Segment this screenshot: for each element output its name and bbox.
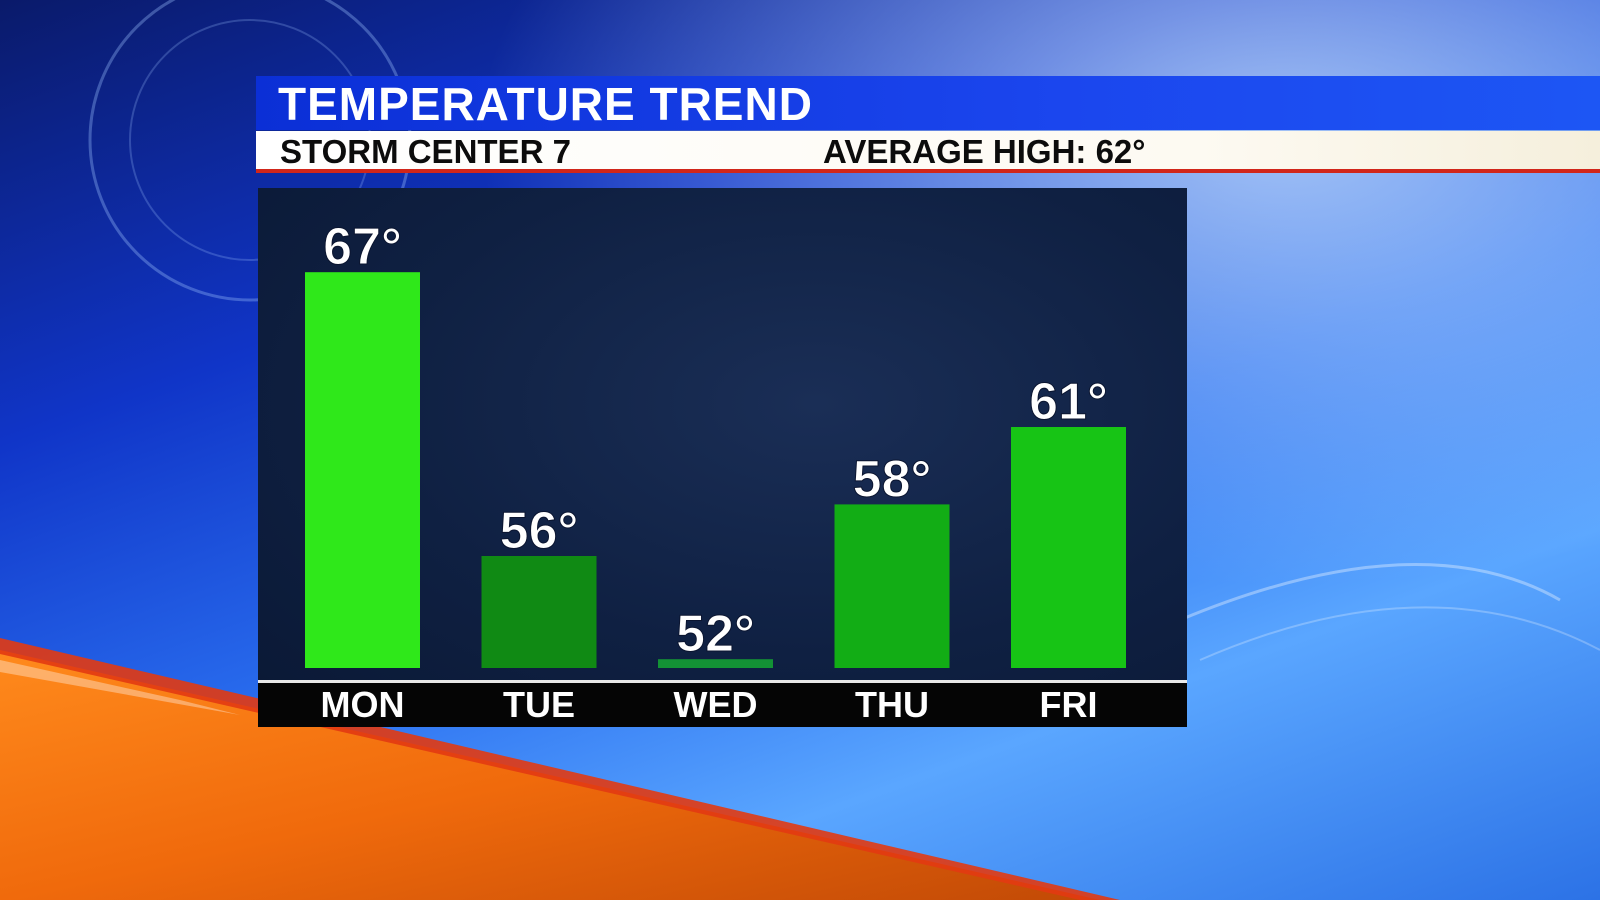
value-label-mon: 67° (323, 218, 402, 276)
day-label-strip (258, 680, 1187, 727)
bar-tue (481, 556, 597, 668)
average-high: AVERAGE HIGH: 62° (823, 133, 1146, 170)
value-label-wed: 52° (676, 605, 755, 663)
day-labels: MON TUE WED THU FRI (321, 684, 1098, 725)
day-label-tue: TUE (503, 684, 575, 725)
day-label-mon: MON (321, 684, 405, 725)
day-label-wed: WED (674, 684, 758, 725)
chart-title: TEMPERATURE TREND (278, 78, 813, 130)
station-name: STORM CENTER 7 (280, 133, 571, 170)
bar-mon (305, 272, 420, 668)
day-label-thu: THU (855, 684, 929, 725)
bar-fri (1011, 427, 1126, 668)
bar-chart: 67° 56° 52° 58° 61° (305, 218, 1126, 668)
value-label-thu: 58° (853, 450, 932, 508)
title-banner: TEMPERATURE TREND (256, 76, 1600, 130)
subtitle-banner: STORM CENTER 7 AVERAGE HIGH: 62° (256, 131, 1600, 173)
day-label-fri: FRI (1040, 684, 1098, 725)
value-label-tue: 56° (500, 502, 579, 560)
chart-panel: 67° 56° 52° 58° 61° MON TUE WED THU FRI (258, 188, 1187, 727)
bar-wed (658, 659, 773, 668)
value-label-fri: 61° (1029, 373, 1108, 431)
bar-thu (834, 504, 950, 668)
